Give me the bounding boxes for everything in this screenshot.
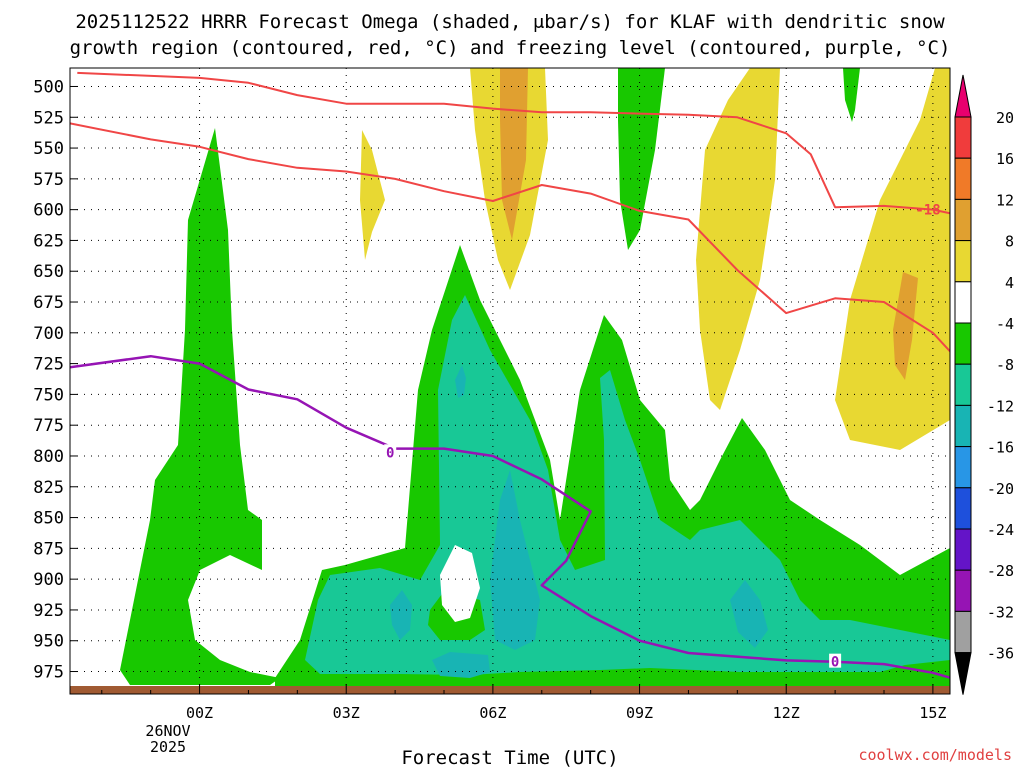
y-tick-label: 950	[33, 632, 64, 652]
date-label-line2: 2025	[150, 738, 186, 756]
y-tick-label: 725	[33, 355, 64, 375]
y-tick-label: 925	[33, 601, 64, 621]
colorbar-bottom-arrow	[954, 652, 972, 695]
colorbar-band	[954, 198, 972, 242]
y-tick-label: 825	[33, 478, 64, 498]
chart-title-line2: growth region (contoured, red, °C) and f…	[70, 37, 951, 59]
x-axis: 00Z 03Z 06Z 09Z 12Z 15Z	[101, 684, 946, 722]
contour-labels: -18 0 0	[384, 203, 941, 671]
date-label-line1: 26NOV	[145, 722, 190, 740]
colorbar-label: -20	[987, 480, 1014, 498]
ground-strip	[70, 686, 950, 694]
omega-region-orange-d	[893, 272, 918, 380]
colorbar-band	[954, 610, 972, 654]
freezing-label-bg	[829, 653, 842, 668]
omega-shading	[120, 68, 950, 690]
colorbar-label: -32	[987, 603, 1014, 621]
omega-region-green-topright	[843, 68, 860, 122]
omega-region-cyan-d	[432, 652, 490, 678]
y-tick-label: 600	[33, 201, 64, 221]
colorbar-band	[954, 240, 972, 283]
colorbar-band	[954, 446, 972, 489]
dgz-contour-upper	[77, 71, 950, 215]
colorbar-band	[954, 569, 972, 612]
y-axis: 500 525 550 575 600 625 650 675 700 725 750 775 800 8…	[33, 77, 78, 683]
freezing-contour-label: 0	[386, 445, 394, 461]
colorbar-band	[954, 404, 972, 448]
colorbar-band	[954, 157, 972, 200]
omega-region-yellow-d	[835, 68, 950, 450]
y-tick-label: 700	[33, 324, 64, 344]
y-tick-label: 575	[33, 170, 64, 190]
colorbar-label: 20	[996, 109, 1014, 127]
colorbar-label: -16	[987, 439, 1014, 457]
omega-region-yellow-c	[696, 68, 780, 410]
x-tick-label: 03Z	[333, 704, 360, 722]
y-tick-label: 500	[33, 77, 64, 97]
colorbar-band	[954, 487, 972, 530]
colorbar-label: 8	[1005, 233, 1014, 251]
x-tick-label: 12Z	[773, 704, 800, 722]
freezing-level-contour	[70, 354, 950, 679]
y-tick-label: 650	[33, 262, 64, 282]
x-tick-label: 15Z	[919, 704, 946, 722]
omega-region-cyan-c	[390, 590, 412, 640]
credit-text: coolwx.com/models	[858, 746, 1012, 764]
colorbar-label: -28	[987, 562, 1014, 580]
y-tick-label: 900	[33, 570, 64, 590]
y-tick-label: 550	[33, 139, 64, 159]
omega-region-yellow-a	[360, 130, 385, 260]
colorbar-band	[954, 363, 972, 406]
x-tick-label: 00Z	[186, 704, 213, 722]
omega-region-green-left	[120, 128, 280, 685]
y-tick-label: 875	[33, 539, 64, 559]
colorbar-label: -24	[987, 521, 1014, 539]
y-tick-label: 750	[33, 385, 64, 405]
colorbar-label: -36	[987, 645, 1014, 663]
omega-region-cyan-a	[455, 365, 466, 398]
y-tick-label: 625	[33, 231, 64, 251]
plot-frame	[69, 67, 951, 695]
x-axis-title: Forecast Time (UTC)	[401, 747, 618, 768]
y-tick-label: 525	[33, 108, 64, 128]
y-tick-label: 975	[33, 663, 64, 683]
freezing-label-bg	[384, 444, 397, 459]
contour-lines	[70, 71, 950, 679]
y-tick-label: 800	[33, 447, 64, 467]
y-tick-label: 675	[33, 293, 64, 313]
y-tick-label: 850	[33, 509, 64, 529]
colorbar-band	[954, 116, 972, 159]
x-tick-label: 06Z	[479, 704, 506, 722]
colorbar-label: 16	[996, 150, 1014, 168]
colorbar-label: 12	[996, 191, 1014, 209]
dgz-contour-label: -18	[915, 203, 940, 219]
colorbar-label: -8	[996, 356, 1014, 374]
colorbar: 20 16 12 8 4 -4 -8 -12 -16 -20 -24 -28 -32 -36	[954, 74, 1014, 695]
freezing-contour-label: 0	[831, 655, 839, 671]
y-tick-label: 775	[33, 416, 64, 436]
colorbar-band	[954, 281, 972, 324]
chart-title-line1: 2025112522 HRRR Forecast Omega (shaded, …	[75, 11, 945, 33]
dgz-contour-lower	[70, 122, 950, 352]
omega-region-cyan-b	[490, 470, 540, 650]
colorbar-band	[954, 528, 972, 571]
colorbar-label: -12	[987, 397, 1014, 415]
colorbar-band	[954, 322, 972, 365]
colorbar-label: 4	[1005, 274, 1014, 292]
omega-region-green-top	[618, 68, 665, 250]
colorbar-label: -4	[996, 315, 1014, 333]
omega-region-cyan-e	[730, 580, 768, 648]
x-tick-label: 09Z	[626, 704, 653, 722]
grid-lines	[70, 68, 950, 690]
colorbar-top-arrow	[954, 74, 972, 118]
omega-hole-white-b	[440, 545, 480, 622]
